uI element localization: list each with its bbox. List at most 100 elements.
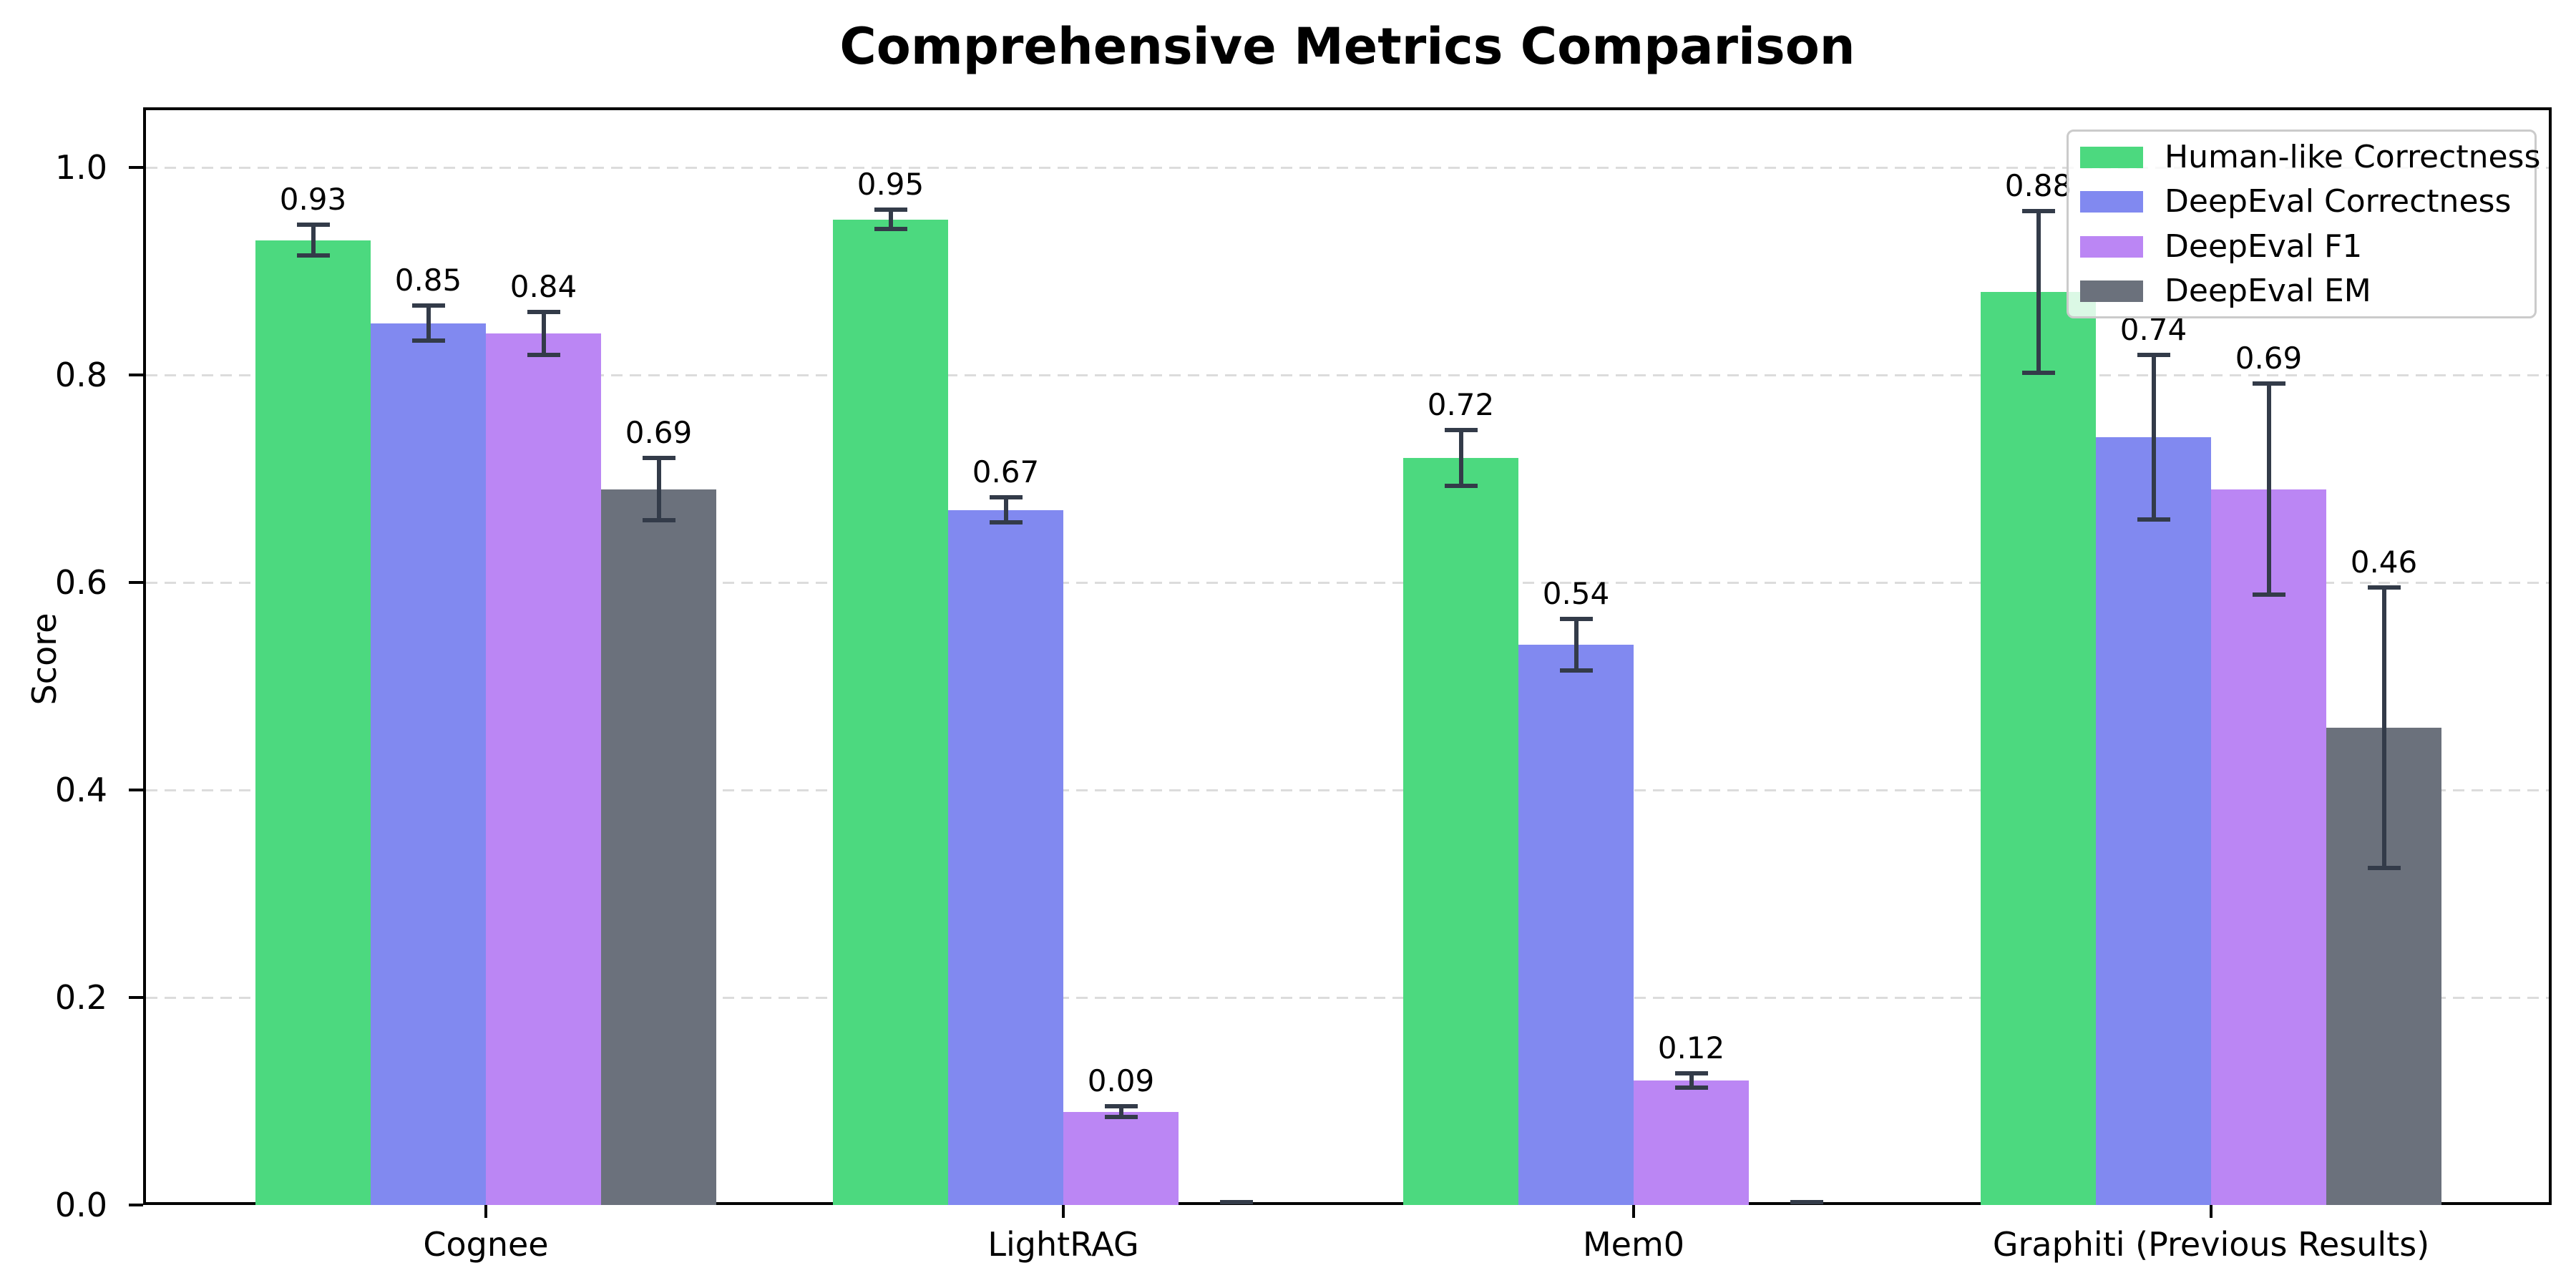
error-bar-line	[888, 210, 893, 229]
x-category-label: LightRAG	[987, 1225, 1139, 1264]
bar	[255, 240, 371, 1205]
bar-value-label: 0.95	[857, 167, 924, 203]
error-bar-bottom-cap	[2367, 865, 2401, 870]
error-bar-line	[1003, 497, 1008, 522]
gridline	[146, 997, 2549, 999]
error-bar-top-cap	[1790, 1199, 1823, 1204]
error-bar-line	[2266, 383, 2271, 595]
gridline	[146, 374, 2549, 376]
error-bar-line	[2381, 587, 2386, 868]
error-bar-line	[1689, 1073, 1694, 1088]
bar-value-label: 0.69	[2235, 340, 2303, 376]
bar	[833, 219, 948, 1205]
error-bar-line	[1458, 429, 1463, 487]
error-bar-line	[2151, 355, 2156, 519]
legend: Human-like Correctness DeepEval Correctne…	[2067, 130, 2540, 318]
y-tick-mark	[129, 166, 143, 169]
error-bar-top-cap	[874, 208, 907, 213]
bar	[1518, 645, 1634, 1205]
legend-swatch	[2080, 280, 2143, 302]
x-tick-mark	[2210, 1205, 2212, 1218]
legend-label: DeepEval F1	[2165, 228, 2363, 265]
bar	[601, 489, 716, 1205]
error-bar-line	[541, 311, 546, 356]
y-tick-mark	[129, 1204, 143, 1206]
error-bar-top-cap	[2252, 381, 2285, 386]
bar	[371, 323, 486, 1205]
legend-swatch	[2080, 147, 2143, 168]
error-bar-top-cap	[1444, 427, 1478, 432]
error-bar-bottom-cap	[2021, 371, 2055, 376]
x-category-label: Mem0	[1582, 1225, 1685, 1264]
bar-value-label: 0.12	[1657, 1030, 1725, 1065]
error-bar-bottom-cap	[296, 253, 330, 258]
x-tick-mark	[1632, 1205, 1635, 1218]
bar	[1403, 458, 1518, 1205]
error-bar-line	[656, 458, 661, 520]
error-bar-bottom-cap	[527, 353, 560, 358]
error-bar-line	[426, 305, 431, 341]
bar-value-label: 0.88	[2004, 167, 2072, 203]
y-tick-label: 0.8	[54, 356, 107, 394]
y-tick-mark	[129, 374, 143, 376]
x-category-label: Cognee	[423, 1225, 549, 1264]
bar-value-label: 0.54	[1542, 575, 1610, 611]
legend-row: DeepEval EM	[2069, 269, 2534, 313]
bar-value-label: 0.72	[1427, 386, 1495, 422]
legend-row: Human-like Correctness	[2069, 135, 2540, 180]
x-tick-mark	[484, 1205, 487, 1218]
y-tick-mark	[129, 996, 143, 999]
x-category-label: Graphiti (Previous Results)	[1992, 1225, 2430, 1264]
error-bar-bottom-cap	[989, 519, 1023, 525]
gridline	[146, 167, 2549, 169]
y-tick-label: 0.4	[54, 771, 107, 809]
bar	[2096, 437, 2211, 1205]
error-bar-top-cap	[296, 222, 330, 227]
bar-value-label: 0.69	[625, 415, 693, 450]
error-bar-top-cap	[527, 309, 560, 314]
error-bar-top-cap	[1559, 616, 1593, 621]
error-bar-bottom-cap	[2137, 517, 2170, 522]
y-tick-label: 1.0	[54, 148, 107, 187]
error-bar-top-cap	[2021, 208, 2055, 213]
error-bar-line	[2036, 210, 2041, 374]
plot-area	[143, 107, 2552, 1205]
error-bar-top-cap	[642, 456, 675, 460]
legend-label: DeepEval EM	[2165, 272, 2371, 309]
gridline	[146, 789, 2549, 791]
error-bar-bottom-cap	[2252, 592, 2285, 597]
bar	[1063, 1111, 1179, 1205]
bar	[948, 509, 1063, 1205]
legend-swatch	[2080, 191, 2143, 213]
legend-label: DeepEval Correctness	[2165, 183, 2512, 220]
y-tick-label: 0.2	[54, 978, 107, 1017]
bar	[2211, 489, 2326, 1205]
bar-value-label: 0.09	[1087, 1063, 1155, 1099]
bar-value-label: 0.84	[509, 268, 577, 304]
y-tick-label: 0.0	[54, 1186, 107, 1224]
error-bar-top-cap	[989, 495, 1023, 500]
chart-title: Comprehensive Metrics Comparison	[839, 17, 1855, 76]
gridline	[146, 582, 2549, 584]
y-axis-label: Score	[25, 613, 64, 706]
error-bar-bottom-cap	[1104, 1114, 1138, 1119]
error-bar-top-cap	[2137, 353, 2170, 358]
error-bar-line	[1118, 1106, 1123, 1117]
legend-label: Human-like Correctness	[2165, 139, 2541, 175]
error-bar-bottom-cap	[411, 338, 445, 343]
bar-value-label: 0.46	[2350, 545, 2418, 580]
error-bar-line	[1574, 618, 1579, 671]
error-bar-top-cap	[1219, 1199, 1253, 1204]
error-bar-top-cap	[411, 303, 445, 308]
y-tick-mark	[129, 789, 143, 791]
bar-value-label: 0.93	[279, 181, 347, 217]
bar	[1981, 292, 2096, 1205]
error-bar-top-cap	[1104, 1104, 1138, 1109]
bar-value-label: 0.67	[972, 454, 1040, 490]
error-bar-bottom-cap	[1674, 1085, 1708, 1091]
error-bar-bottom-cap	[1444, 484, 1478, 489]
error-bar-bottom-cap	[874, 226, 907, 231]
y-tick-label: 0.6	[54, 563, 107, 602]
error-bar-bottom-cap	[642, 518, 675, 522]
